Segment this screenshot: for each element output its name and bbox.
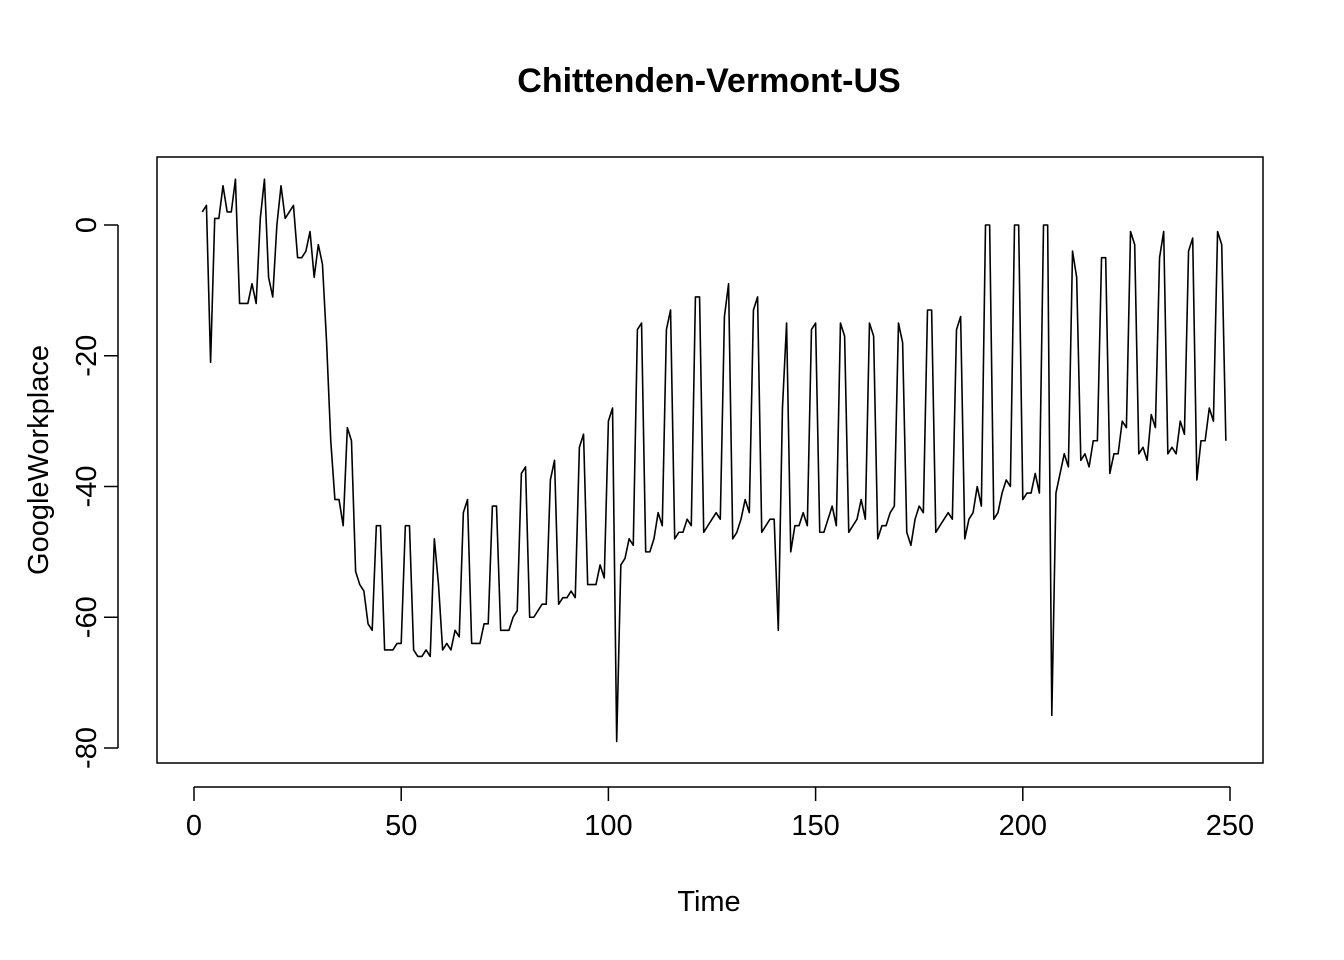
y-tick-label: -80	[71, 727, 103, 769]
x-tick-label: 200	[999, 810, 1047, 842]
y-axis-label: GoogleWorkplace	[23, 345, 55, 575]
x-tick-label: 0	[186, 810, 202, 842]
x-tick-label: 250	[1206, 810, 1254, 842]
x-tick-label: 150	[791, 810, 839, 842]
chart-title: Chittenden-Vermont-US	[517, 62, 900, 100]
y-tick-label: -40	[71, 466, 103, 508]
series-line	[201, 178, 1227, 743]
plot-area-frame	[156, 156, 1264, 764]
x-axis: 0 50 100 150 200 250	[186, 786, 1254, 842]
y-tick-label: -20	[71, 335, 103, 377]
x-tick-label: 50	[385, 810, 417, 842]
y-tick-label: -60	[71, 596, 103, 638]
x-tick-label: 100	[584, 810, 632, 842]
y-axis: 0 -20 -40 -60 -80	[71, 217, 119, 769]
x-axis-label: Time	[677, 886, 740, 918]
y-tick-label: 0	[71, 217, 103, 233]
